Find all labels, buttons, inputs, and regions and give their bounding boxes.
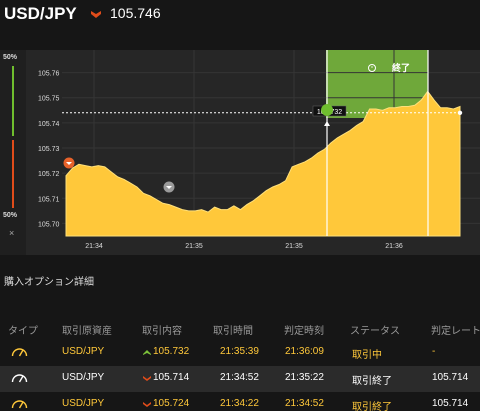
table-row[interactable]: USD/JPY 105.714 21:34:52 21:35:22 取引終了 1… xyxy=(0,366,480,392)
x-tick-label: 21:35 xyxy=(285,243,303,250)
clock-icon xyxy=(368,64,376,72)
status-cell: 取引中 xyxy=(352,350,382,361)
low-percentage: 50% xyxy=(3,212,18,219)
sentiment-column: 50% 50% × xyxy=(0,50,26,255)
col-judge-time: 判定時刻 xyxy=(284,326,324,337)
gauge-icon xyxy=(11,374,28,383)
up-arrow-icon xyxy=(143,350,151,355)
y-tick-label: 105.74 xyxy=(38,121,60,128)
x-tick-label: 21:35 xyxy=(185,243,203,250)
current-price: 105.746 xyxy=(110,5,161,21)
trade-time-cell: 21:35:39 xyxy=(220,346,259,357)
y-tick-label: 105.70 xyxy=(38,221,60,228)
up-arrow-icon xyxy=(324,121,330,126)
down-arrow-icon xyxy=(143,402,151,407)
x-tick-label: 21:36 xyxy=(385,243,403,250)
col-content: 取引内容 xyxy=(142,326,182,337)
col-status: ステータス xyxy=(350,326,400,337)
asset-cell: USD/JPY xyxy=(62,398,105,409)
expiry-label: 終了 xyxy=(392,62,410,73)
x-tick-label: 21:34 xyxy=(85,243,103,250)
rate-cell: 105.732 xyxy=(153,346,190,357)
high-percentage: 50% xyxy=(3,54,18,61)
table-header: タイプ 取引原資産 取引内容 取引時間 判定時刻 ステータス 判定レート xyxy=(0,318,480,337)
price-area-series xyxy=(65,90,461,237)
col-judge-rate: 判定レート xyxy=(431,326,480,337)
y-tick-label: 105.76 xyxy=(38,71,60,78)
rate-cell: 105.714 xyxy=(153,372,190,383)
col-trade-time: 取引時間 xyxy=(213,326,253,337)
price-chart: 105.76 105.75 105.74 105.73 105.72 105.71 105.… xyxy=(38,50,480,250)
price-chart-panel: 50% 50% × 105.76 105.75 105.74 105.73 105.72… xyxy=(0,50,480,255)
down-arrow-icon xyxy=(91,11,101,18)
judge-time-cell: 21:35:22 xyxy=(285,372,324,383)
high-ratio-bar xyxy=(12,66,14,136)
rate-cell: 105.724 xyxy=(153,398,190,409)
current-price-dot xyxy=(457,110,463,115)
down-arrow-icon xyxy=(143,376,151,381)
judge-rate-cell: 105.714 xyxy=(432,372,469,383)
header-bar: USD/JPY 105.746 xyxy=(0,0,480,30)
gauge-icon xyxy=(11,348,28,357)
status-cell: 取引終了 xyxy=(352,402,392,411)
down-arrow-icon xyxy=(166,186,172,189)
section-title: 購入オプション詳細 xyxy=(4,277,94,288)
col-asset: 取引原資産 xyxy=(62,326,112,337)
col-type: タイプ xyxy=(8,326,38,337)
trade-time-cell: 21:34:52 xyxy=(220,372,259,383)
judge-rate-cell: - xyxy=(432,346,436,357)
y-tick-label: 105.72 xyxy=(38,171,60,178)
status-cell: 取引終了 xyxy=(352,376,392,387)
judge-time-cell: 21:34:52 xyxy=(285,398,324,409)
gauge-icon xyxy=(11,400,28,409)
judge-rate-cell: 105.714 xyxy=(432,398,469,409)
asset-cell: USD/JPY xyxy=(62,372,105,383)
trade-time-cell: 21:34:22 xyxy=(220,398,259,409)
down-arrow-icon xyxy=(66,162,72,165)
close-icon[interactable]: × xyxy=(9,228,15,238)
table-row[interactable]: USD/JPY 105.732 21:35:39 21:36:09 取引中 - xyxy=(0,340,480,366)
y-tick-label: 105.71 xyxy=(38,196,60,203)
low-ratio-bar xyxy=(12,140,14,208)
y-tick-label: 105.75 xyxy=(38,96,60,103)
asset-cell: USD/JPY xyxy=(62,346,105,357)
y-tick-label: 105.73 xyxy=(38,146,60,153)
currency-pair-title: USD/JPY xyxy=(4,4,77,23)
high-entry-marker xyxy=(321,104,334,116)
table-row[interactable]: USD/JPY 105.724 21:34:22 21:34:52 取引終了 1… xyxy=(0,392,480,411)
judge-time-cell: 21:36:09 xyxy=(285,346,324,357)
